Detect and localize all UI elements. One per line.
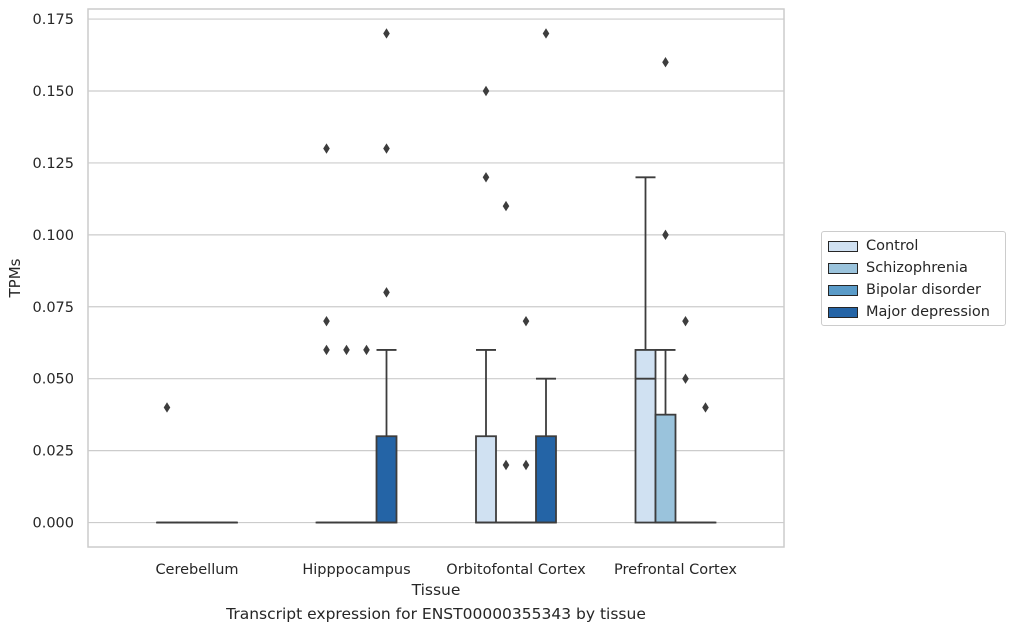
legend-swatch-major-depression [828,306,858,318]
box-schizophrenia-prefrontal-cortex [654,57,677,524]
y-tick-label: 0.000 [32,516,74,532]
box-major-depression-orbitofontal-cortex [535,28,557,524]
gridlines [88,18,784,524]
box [654,413,677,524]
plot-area [87,8,785,548]
legend-label-schizophrenia: Schizophrenia [866,260,968,276]
legend-swatch-schizophrenia [828,262,858,274]
box [634,349,657,524]
legend-item-bipolar-disorder: Bipolar disorder [828,282,981,298]
y-tick-label: 0.025 [32,444,74,460]
y-tick-label: 0.075 [32,300,74,316]
outlier-point [682,373,689,384]
outlier-point [163,402,171,413]
y-axis-label: TPMs [6,258,24,298]
outlier-point [682,315,689,327]
outlier-point [383,143,390,154]
legend: Control Schizophrenia Bipolar disorder M… [821,231,1006,326]
outlier-point [383,28,390,39]
outlier-point [522,459,530,471]
y-tick-label: 0.175 [32,12,74,28]
legend-swatch-bipolar-disorder [828,284,858,296]
y-tick-label: 0.050 [32,372,74,388]
box-control-orbitofontal-cortex [475,85,497,524]
outlier-point [323,143,330,154]
box-bipolar-disorder-hipppocampus [355,344,378,524]
y-tick-label: 0.100 [32,228,74,244]
box-schizophrenia-orbitofontal-cortex [495,200,517,524]
legend-label-bipolar-disorder: Bipolar disorder [866,282,981,298]
legend-item-major-depression: Major depression [828,304,990,320]
box-schizophrenia-hipppocampus [335,344,358,524]
legend-swatch-control [828,240,858,252]
box-series [156,28,717,524]
x-axis-label: Tissue [411,581,461,599]
legend-item-control: Control [828,238,918,254]
legend-item-schizophrenia: Schizophrenia [828,260,968,276]
outlier-point [702,402,709,413]
outlier-point [383,287,390,298]
legend-label-control: Control [866,238,919,254]
box-control-prefrontal-cortex [634,176,657,524]
legend-label-major-depression: Major depression [866,304,990,320]
outlier-point [323,344,330,356]
outlier-point [323,315,330,327]
box-bipolar-disorder-prefrontal-cortex [674,315,697,524]
x-tick-label: Hipppocampus [302,562,410,578]
box-bipolar-disorder-orbitofontal-cortex [515,315,537,524]
x-axis-ticks: Cerebellum Hipppocampus Orbitofontal Corte… [155,562,737,578]
outlier-point [522,315,530,327]
outlier-point [502,200,510,212]
outlier-point [343,344,350,356]
box [535,435,557,524]
x-tick-label: Cerebellum [155,562,238,578]
x-tick-label: Orbitofontal Cortex [446,562,586,578]
outlier-point [662,229,669,241]
box [475,435,497,524]
y-tick-label: 0.125 [32,156,74,172]
box-major-depression-hipppocampus [375,28,398,524]
box-control-hipppocampus [315,143,338,524]
outlier-point [363,344,370,356]
outlier-point [542,28,550,39]
outlier-point [482,172,490,183]
box [375,435,398,524]
y-axis-ticks: 0.000 0.025 0.050 0.075 0.100 0.125 0.150 0.175 [32,12,74,531]
x-tick-label: Prefrontal Cortex [614,562,737,578]
chart-caption: Transcript expression for ENST0000035534… [226,605,646,623]
outlier-point [502,459,510,471]
outlier-point [662,57,669,68]
outlier-point [482,85,490,97]
y-tick-label: 0.150 [32,84,74,100]
extra-outlier [163,402,171,413]
box-major-depression-prefrontal-cortex [694,402,717,524]
